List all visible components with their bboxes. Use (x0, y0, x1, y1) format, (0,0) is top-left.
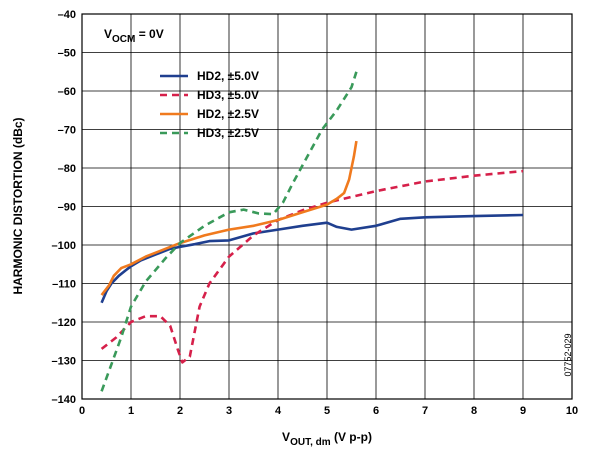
legend-label-3: HD2, ±2.5V (197, 107, 259, 121)
series-line-2 (102, 171, 523, 362)
y-tick-label: –70 (58, 125, 76, 137)
y-tick-label: –60 (58, 86, 76, 98)
y-tick-label: –80 (58, 163, 76, 175)
x-tick-label: 10 (566, 405, 578, 417)
x-tick-label: 2 (177, 405, 183, 417)
y-tick-labels: –40 –50 –60 –70 –80 –90 –100 –110 –120 –130 –140 (52, 9, 76, 406)
series-layer (102, 72, 523, 392)
x-tick-label: 8 (471, 405, 477, 417)
vocm-annotation-sub: OCM (112, 34, 135, 45)
x-tick-label: 9 (520, 405, 526, 417)
x-tick-label: 0 (79, 405, 85, 417)
vocm-annotation-main: V (104, 27, 112, 41)
x-tick-label: 6 (373, 405, 379, 417)
x-tick-label: 4 (275, 405, 282, 417)
legend-label-4: HD3, ±2.5V (197, 126, 259, 140)
x-axis-title: VOUT, dm (V p-p) (282, 430, 372, 448)
x-tick-labels: 0 1 2 3 4 5 6 7 8 9 10 (79, 405, 578, 417)
figure-id: 07752-029 (563, 333, 573, 376)
x-tick-label: 7 (422, 405, 428, 417)
y-tick-label: –100 (52, 240, 76, 252)
y-tick-label: –130 (52, 356, 76, 368)
legend-label-1: HD2, ±5.0V (197, 69, 259, 83)
x-tick-label: 1 (128, 405, 134, 417)
y-tick-label: –90 (58, 202, 76, 214)
vocm-annotation-suffix: = 0V (135, 27, 163, 41)
grid (82, 14, 572, 399)
y-axis-title: HARMONIC DISTORTION (dBc) (11, 117, 25, 294)
y-tick-label: –140 (52, 394, 76, 406)
legend-label-2: HD3, ±5.0V (197, 88, 259, 102)
x-axis-title-sub: OUT, dm (290, 437, 331, 448)
y-tick-label: –120 (52, 317, 76, 329)
y-tick-label: –110 (52, 279, 76, 291)
x-tick-label: 3 (226, 405, 232, 417)
y-tick-label: –40 (58, 9, 76, 21)
x-axis-title-suffix: (V p-p) (331, 430, 372, 444)
x-axis-title-main: V (282, 430, 290, 444)
vocm-annotation: VOCM = 0V (104, 27, 164, 45)
y-tick-label: –50 (58, 48, 76, 60)
x-tick-label: 5 (324, 405, 330, 417)
